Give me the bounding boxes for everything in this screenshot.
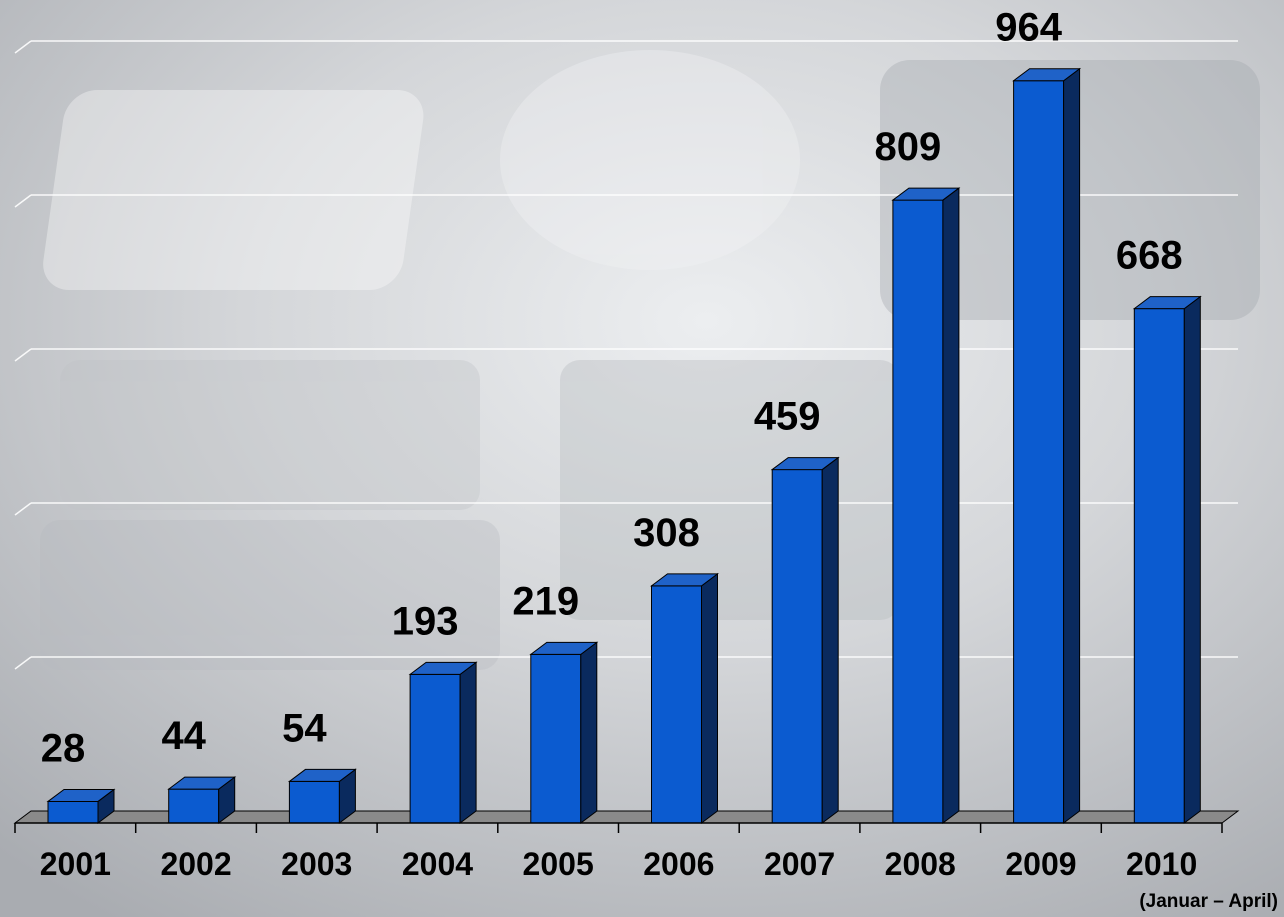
bar-side xyxy=(459,661,477,824)
x-tick-label: 2009 xyxy=(1005,846,1076,882)
bar-top xyxy=(650,573,719,587)
bar-front xyxy=(168,788,220,824)
bar-front xyxy=(47,800,99,824)
bar-top xyxy=(1132,296,1202,310)
bar-top xyxy=(167,776,237,790)
gridline-side xyxy=(14,40,32,54)
bar-top xyxy=(529,641,599,655)
data-label: 193 xyxy=(392,599,459,643)
bar-top xyxy=(287,768,357,782)
data-label: 668 xyxy=(1116,234,1183,278)
x-axis xyxy=(14,822,1223,833)
value-labels: 28 44 54 193 219 308 459 809 964 668 xyxy=(41,6,1183,771)
bar-top xyxy=(46,788,116,802)
bar-side xyxy=(1063,67,1081,824)
bar-front xyxy=(771,469,823,824)
bar-front xyxy=(651,585,702,824)
bar xyxy=(408,661,478,824)
data-label: 54 xyxy=(282,706,327,750)
data-label: 219 xyxy=(512,579,579,623)
x-tick-label: 2003 xyxy=(281,846,352,882)
bar xyxy=(1012,67,1082,824)
bar xyxy=(891,187,961,824)
x-tick-label: 2006 xyxy=(643,846,714,882)
bar-top xyxy=(891,187,961,201)
x-tick-label: 2001 xyxy=(40,846,111,882)
bar xyxy=(287,768,357,824)
bar-side xyxy=(942,187,960,824)
data-label: 308 xyxy=(633,511,700,555)
bar-top xyxy=(1012,68,1082,82)
bar xyxy=(650,572,719,824)
bar xyxy=(1132,295,1202,824)
bar xyxy=(167,776,237,824)
bar xyxy=(46,788,116,824)
gridline-side xyxy=(14,502,32,516)
bar-front xyxy=(409,673,461,824)
bar-side xyxy=(580,641,598,824)
bar-series xyxy=(46,67,1202,824)
bar-side xyxy=(1183,295,1201,824)
bar-front xyxy=(530,653,582,824)
data-label: 459 xyxy=(754,395,821,439)
bar-front xyxy=(288,780,340,824)
x-tick-label: 2002 xyxy=(160,846,231,882)
bar-front xyxy=(1013,80,1065,824)
x-tick-label: 2007 xyxy=(764,846,835,882)
footnote: (Januar – April) xyxy=(1139,891,1278,912)
x-tick-label: 2005 xyxy=(523,846,594,882)
data-label: 28 xyxy=(41,726,86,770)
gridline-side xyxy=(14,656,32,670)
bar xyxy=(770,456,840,824)
bar xyxy=(529,641,599,824)
bar-side xyxy=(821,456,839,824)
bar-side xyxy=(701,572,718,824)
data-label: 809 xyxy=(875,125,942,169)
bar-top xyxy=(408,661,478,675)
bar-front xyxy=(1133,308,1185,824)
x-tick-labels: 2001 2002 2003 2004 2005 2006 2007 2008 2009 2010 xyxy=(40,846,1197,882)
x-tick-label: 2010 xyxy=(1126,846,1197,882)
data-label: 44 xyxy=(161,714,206,758)
x-tick-label: 2004 xyxy=(402,846,473,882)
data-label: 964 xyxy=(995,6,1062,50)
gridline-side xyxy=(14,348,32,362)
bar-top xyxy=(770,457,840,471)
gridline-side xyxy=(14,194,32,208)
x-tick-label: 2008 xyxy=(885,846,956,882)
bar-front xyxy=(892,199,944,824)
